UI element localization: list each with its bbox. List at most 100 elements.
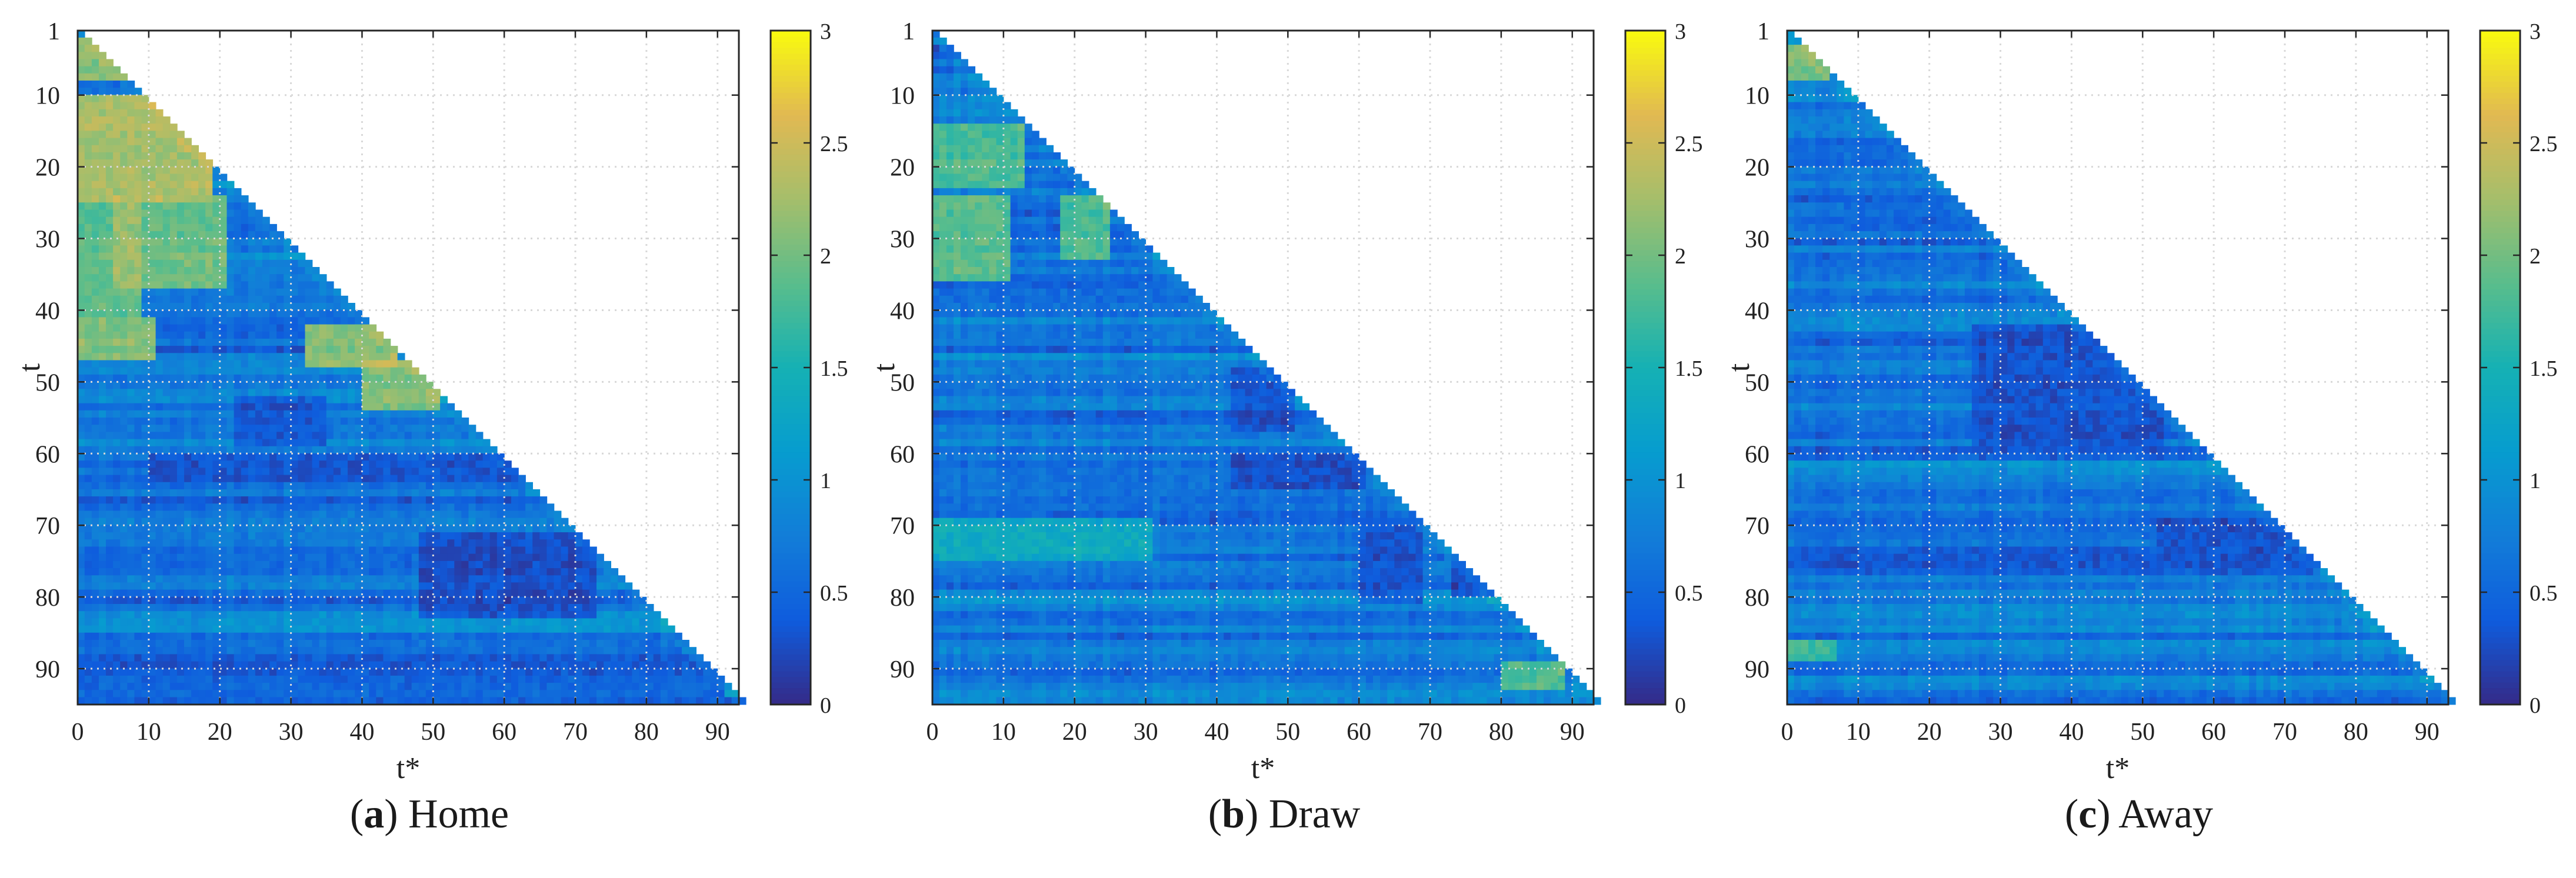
heatmap-cell (191, 367, 199, 375)
heatmap-cell (255, 568, 263, 576)
heatmap-cell (84, 539, 92, 548)
heatmap-cell (348, 654, 355, 662)
heatmap-cell (355, 475, 362, 483)
heatmap-cell (305, 697, 313, 705)
heatmap-cell (532, 668, 541, 676)
heatmap-cell (106, 489, 114, 497)
heatmap-cell (968, 73, 975, 81)
heatmap-cell (219, 668, 228, 676)
heatmap-cell (106, 166, 114, 175)
heatmap-cell (120, 346, 128, 354)
heatmap-cell (248, 202, 256, 211)
heatmap-cell (226, 274, 235, 282)
heatmap-cell (113, 575, 121, 583)
heatmap-cell (276, 374, 284, 382)
heatmap-cell (362, 683, 369, 691)
heatmap-cells (932, 30, 1601, 705)
heatmap-cell (91, 116, 99, 124)
colorbar-segment (771, 221, 811, 228)
heatmap-cell (120, 632, 128, 640)
heatmap-cell (575, 532, 583, 540)
heatmap-cell (939, 66, 947, 74)
heatmap-cell (982, 173, 990, 182)
heatmap-cell (169, 252, 178, 261)
heatmap-cell (184, 216, 192, 225)
heatmap-cell (162, 632, 171, 640)
heatmap-cell (411, 439, 419, 447)
heatmap-cell (298, 482, 306, 490)
heatmap-cell (234, 539, 242, 548)
heatmap-cell (176, 303, 185, 311)
heatmap-cell (496, 468, 505, 476)
heatmap-cell (226, 611, 235, 619)
heatmap-cell (120, 173, 128, 182)
heatmap-cell (113, 188, 121, 196)
heatmap-cell (141, 245, 149, 253)
heatmap-cell (255, 575, 263, 583)
heatmap-cell (198, 310, 206, 318)
heatmap-cell (982, 145, 990, 153)
heatmap-cell (348, 690, 355, 698)
heatmap-cell (169, 367, 178, 375)
heatmap-cell (376, 518, 384, 526)
heatmap-cell (305, 589, 313, 597)
heatmap-cell (284, 661, 292, 669)
heatmap-cell (134, 382, 142, 390)
heatmap-cell (141, 166, 149, 175)
heatmap-cell (496, 625, 505, 633)
heatmap-cell (77, 109, 85, 117)
heatmap-cell (162, 439, 171, 447)
heatmap-cell (319, 618, 327, 626)
heatmap-cell (454, 654, 462, 662)
heatmap-cell (383, 661, 391, 669)
heatmap-cell (348, 453, 355, 461)
heatmap-cell (546, 589, 555, 597)
heatmap-cell (355, 310, 362, 318)
heatmap-cell (404, 625, 412, 633)
heatmap-cell (155, 303, 164, 311)
heatmap-cell (169, 267, 178, 275)
colorbar-segment (771, 485, 811, 492)
heatmap-cell (518, 482, 526, 490)
heatmap-cell (155, 546, 164, 555)
heatmap-cell (939, 145, 947, 153)
heatmap-cell (454, 582, 462, 590)
heatmap-cell (226, 510, 235, 519)
heatmap-cell (554, 697, 562, 705)
heatmap-cell (162, 303, 171, 311)
heatmap-cell (674, 668, 682, 676)
heatmap-cell (554, 596, 562, 605)
heatmap-cell (77, 503, 85, 512)
heatmap-cell (113, 647, 121, 655)
heatmap-cell (376, 683, 384, 691)
heatmap-cell (468, 683, 476, 691)
heatmap-cell (162, 482, 171, 490)
heatmap-cell (447, 468, 455, 476)
heatmap-cell (546, 596, 555, 605)
heatmap-cell (362, 324, 369, 332)
heatmap-cell (169, 310, 178, 318)
heatmap-cell (141, 460, 149, 469)
heatmap-cell (205, 589, 214, 597)
heatmap-cell (191, 202, 199, 211)
heatmap-cell (141, 360, 149, 368)
heatmap-cell (546, 625, 555, 633)
heatmap-cell (91, 503, 99, 512)
heatmap-cell (176, 181, 185, 189)
heatmap-cell (155, 324, 164, 332)
heatmap-cell (411, 683, 419, 691)
heatmap-cell (532, 604, 541, 612)
heatmap-cell (961, 66, 968, 74)
heatmap-cell (234, 259, 242, 268)
heatmap-cell (946, 166, 954, 175)
heatmap-cell (461, 525, 469, 533)
heatmap-cell (248, 439, 256, 447)
heatmap-cell (176, 418, 185, 425)
heatmap-cell (390, 532, 398, 540)
heatmap-cell (989, 95, 997, 103)
heatmap-cell (939, 188, 947, 196)
heatmap-cell (205, 518, 214, 526)
heatmap-cell (276, 697, 284, 705)
heatmap-cell (596, 697, 604, 705)
heatmap-cell (1074, 195, 1082, 203)
